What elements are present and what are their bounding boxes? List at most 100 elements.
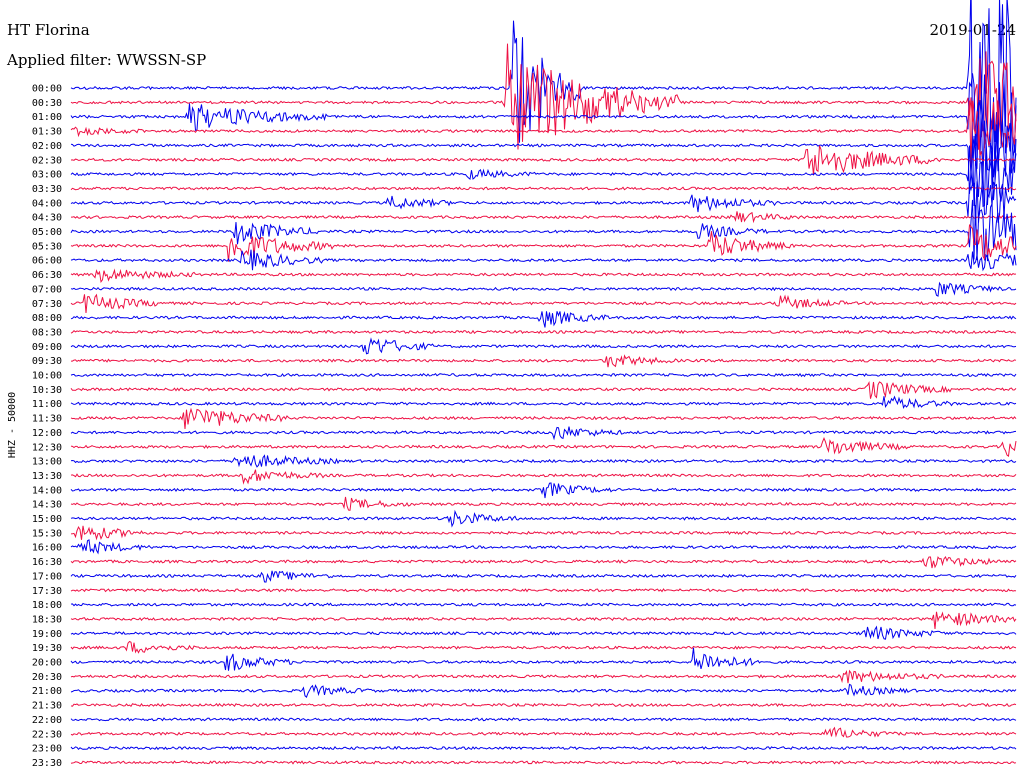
trace-line — [70, 175, 1017, 226]
time-tick-label: 07:00 — [32, 284, 62, 295]
time-tick-label: 18:00 — [32, 600, 62, 611]
time-tick-label: 04:30 — [32, 213, 62, 224]
seismic-traces — [70, 0, 1017, 765]
time-tick-label: 09:00 — [32, 342, 62, 353]
time-tick-label: 08:30 — [32, 327, 62, 338]
time-tick-label: 17:30 — [32, 586, 62, 597]
trace-line — [70, 199, 1017, 262]
trace-line — [70, 100, 1017, 194]
time-tick-label: 14:30 — [32, 500, 62, 511]
trace-line — [70, 310, 1017, 328]
date-label: 2019-01-24 — [929, 21, 1016, 39]
time-tick-label: 23:30 — [32, 758, 62, 769]
trace-line — [70, 337, 1017, 355]
time-tick-label: 15:30 — [32, 528, 62, 539]
trace-line — [70, 395, 1017, 409]
time-tick-label: 14:00 — [32, 485, 62, 496]
trace-line — [70, 268, 1017, 284]
time-tick-label: 19:00 — [32, 629, 62, 640]
trace-line — [70, 469, 1017, 485]
trace-line — [70, 454, 1017, 468]
time-tick-label: 13:30 — [32, 471, 62, 482]
trace-line — [70, 625, 1017, 640]
time-tick-label: 23:00 — [32, 744, 62, 755]
time-tick-label: 12:00 — [32, 428, 62, 439]
trace-line — [70, 717, 1017, 722]
time-tick-label: 04:00 — [32, 198, 62, 209]
trace-line — [70, 760, 1017, 765]
trace-line — [70, 223, 1017, 262]
time-tick-label: 19:30 — [32, 643, 62, 654]
trace-line — [70, 372, 1017, 378]
trace-line — [70, 482, 1017, 499]
time-tick-label: 05:00 — [32, 227, 62, 238]
time-tick-label: 01:30 — [32, 127, 62, 138]
time-tick-label: 00:00 — [32, 84, 62, 95]
time-tick-label: 16:00 — [32, 543, 62, 554]
time-tick-label: 03:00 — [32, 170, 62, 181]
trace-line — [70, 702, 1017, 708]
trace-line — [70, 570, 1017, 583]
trace-line — [70, 186, 1017, 191]
time-tick-label: 10:00 — [32, 371, 62, 382]
trace-line — [70, 683, 1017, 698]
time-tick-label: 16:30 — [32, 557, 62, 568]
trace-line — [71, 211, 1017, 224]
time-tick-label: 15:00 — [32, 514, 62, 525]
trace-line — [70, 525, 1017, 541]
trace-line — [70, 556, 1017, 569]
trace-line — [70, 640, 1017, 654]
time-tick-label: 22:00 — [32, 715, 62, 726]
time-tick-label: 10:30 — [32, 385, 62, 396]
time-tick-label: 17:00 — [32, 571, 62, 582]
trace-line — [70, 329, 1017, 335]
time-tick-label: 02:30 — [32, 155, 62, 166]
trace-line — [70, 647, 1017, 671]
trace-line — [70, 726, 1017, 738]
filter-label: Applied filter: WWSSN-SP — [7, 51, 207, 69]
time-tick-label: 06:00 — [32, 256, 62, 267]
trace-line — [70, 509, 1017, 528]
time-tick-label: 11:00 — [32, 399, 62, 410]
time-tick-label: 11:30 — [32, 414, 62, 425]
trace-line — [70, 381, 1017, 399]
trace-line — [71, 354, 1017, 368]
time-tick-label: 20:30 — [32, 672, 62, 683]
trace-line — [70, 602, 1017, 607]
channel-label: HHZ - 50000 — [7, 392, 18, 458]
trace-line — [70, 745, 1017, 751]
time-tick-label: 03:30 — [32, 184, 62, 195]
time-tick-label: 08:00 — [32, 313, 62, 324]
trace-line — [70, 281, 1017, 297]
trace-line — [70, 293, 1017, 313]
trace-line — [70, 669, 1017, 684]
time-tick-label: 07:30 — [32, 299, 62, 310]
trace-line — [70, 496, 1017, 511]
trace-line — [70, 407, 1017, 429]
time-tick-label: 21:30 — [32, 701, 62, 712]
time-tick-label: 12:30 — [32, 442, 62, 453]
trace-line — [70, 43, 1017, 150]
trace-line — [70, 437, 1017, 457]
time-tick-label: 05:30 — [32, 241, 62, 252]
time-tick-label: 18:30 — [32, 614, 62, 625]
trace-line — [70, 588, 1017, 593]
time-tick-label: 09:30 — [32, 356, 62, 367]
time-tick-label: 02:00 — [32, 141, 62, 152]
trace-line — [70, 539, 1017, 555]
time-tick-label: 13:00 — [32, 457, 62, 468]
station-title: HT Florina — [7, 21, 90, 39]
time-tick-label: 21:00 — [32, 686, 62, 697]
time-tick-labels: 00:00 00:30 01:00 01:30 02:00 02:30 03:00 03:30… — [32, 84, 62, 769]
trace-line — [70, 611, 1017, 629]
trace-line — [70, 249, 1017, 272]
trace-line — [70, 145, 1017, 176]
trace-line — [70, 138, 1017, 207]
time-tick-label: 20:00 — [32, 658, 62, 669]
trace-line — [70, 100, 1017, 170]
time-tick-label: 06:30 — [32, 270, 62, 281]
time-tick-label: 00:30 — [32, 98, 62, 109]
trace-line — [70, 73, 1017, 163]
